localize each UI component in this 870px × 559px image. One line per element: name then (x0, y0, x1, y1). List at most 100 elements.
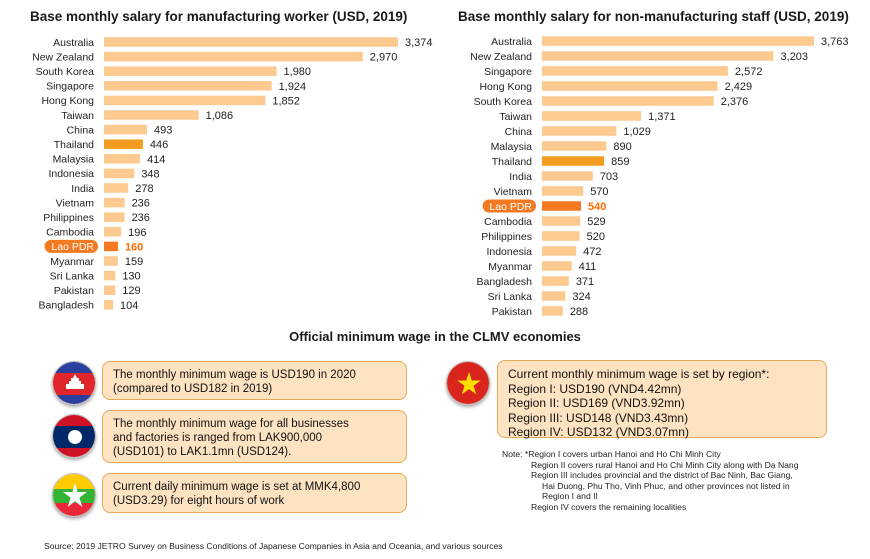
category-label: Myanmar (488, 261, 532, 273)
bar (104, 154, 141, 164)
category-label: Malaysia (491, 141, 533, 153)
cambodia-wage-box: The monthly minimum wage is USD190 in 20… (102, 361, 407, 400)
myanmar-wage-line: Current daily minimum wage is set at MMK… (113, 481, 361, 493)
vietnam-wage-line: Region III: USD148 (VND3.43mn) (508, 410, 689, 425)
value-label: 520 (587, 231, 605, 243)
bar (104, 66, 277, 76)
category-label: Pakistan (54, 285, 94, 297)
bar (542, 201, 582, 211)
category-label: Taiwan (499, 111, 532, 123)
note-line: Region II covers rural Hanoi and Ho Chi … (531, 459, 799, 470)
bar (104, 212, 125, 222)
category-label: Thailand (54, 139, 94, 151)
value-label: 196 (128, 227, 146, 239)
category-label: China (505, 126, 533, 138)
vietnam-flag-icon (446, 361, 490, 405)
vietnam-wage-line: Region I: USD190 (VND4.42mn) (508, 381, 682, 396)
category-label: Philippines (43, 212, 94, 224)
laos-wage-line: The monthly minimum wage for all busines… (113, 418, 349, 430)
bar (104, 51, 363, 62)
cambodia-flag-icon (52, 361, 96, 405)
value-label: 324 (572, 291, 590, 303)
value-label: 1,086 (206, 110, 234, 122)
value-label: 414 (147, 154, 165, 166)
value-label: 570 (590, 186, 608, 198)
note-line: Hai Duong, Phu Tho, Vinh Phuc, and other… (542, 480, 790, 491)
category-label: Hong Kong (479, 81, 532, 93)
value-label: 278 (135, 183, 153, 195)
category-label: Myanmar (50, 256, 94, 268)
lao-highlight-pill (44, 239, 98, 253)
bar (542, 141, 607, 151)
value-label: 130 (122, 271, 140, 283)
clmv-section-title: Official minimum wage in the CLMV econom… (289, 329, 581, 344)
value-label: 104 (120, 300, 138, 312)
value-label: 493 (154, 125, 172, 137)
bar (104, 168, 135, 179)
source-note: Source: 2019 JETRO Survey on Business Co… (44, 541, 503, 551)
category-label: Lao PDR (51, 241, 94, 253)
category-label: Philippines (481, 231, 532, 243)
category-label: Singapore (46, 81, 94, 93)
bar (104, 227, 122, 237)
category-label: Vietnam (494, 186, 533, 198)
bar (104, 139, 143, 149)
category-label: Indonesia (486, 246, 532, 258)
category-label: Cambodia (46, 227, 94, 239)
value-label: 890 (613, 141, 631, 153)
category-label: Vietnam (56, 197, 95, 209)
myanmar-wage-line: (USD3.29) for eight hours of work (113, 495, 285, 507)
category-label: India (71, 183, 94, 195)
bar (542, 66, 728, 76)
bar (542, 171, 593, 181)
vietnam-wage-box: Current monthly minimum wage is set by r… (497, 360, 827, 439)
bar (104, 197, 125, 208)
cambodia-wage-line: (compared to USD182 in 2019) (113, 383, 273, 395)
bar (104, 285, 116, 295)
value-label: 348 (141, 168, 159, 180)
vietnam-wage-line: Region II: USD169 (VND3.92mn) (508, 396, 685, 410)
note-line: Region I and II (542, 491, 598, 502)
category-label: Singapore (484, 66, 532, 78)
note-line: Region III includes provincial and the d… (531, 470, 793, 481)
bar (542, 186, 584, 196)
value-label: 2,970 (370, 52, 398, 64)
category-label: Sri Lanka (488, 291, 533, 303)
value-label: 2,429 (725, 81, 753, 93)
value-label: 1,852 (272, 95, 300, 107)
category-label: Thailand (492, 156, 532, 168)
note-line: Note: *Region I covers urban Hanoi and H… (502, 449, 721, 459)
value-label: 859 (611, 156, 629, 168)
category-label: Hong Kong (41, 95, 94, 107)
bar (542, 36, 814, 46)
category-label: South Korea (36, 66, 95, 78)
vietnam-wage-line: Current monthly minimum wage is set by r… (508, 367, 770, 381)
value-label: 3,763 (821, 36, 849, 48)
bar (104, 241, 118, 252)
category-label: Australia (491, 36, 532, 48)
value-label: 1,371 (648, 111, 676, 123)
category-label: Taiwan (61, 110, 94, 122)
value-label: 236 (132, 212, 150, 224)
bar (104, 37, 398, 47)
value-label: 540 (588, 201, 606, 213)
category-label: India (509, 171, 532, 183)
myanmar-wage-box: Current daily minimum wage is set at MMK… (102, 473, 407, 513)
category-label: Indonesia (48, 168, 94, 180)
bar (104, 256, 118, 266)
category-label: Lao PDR (489, 201, 532, 213)
bar (542, 306, 563, 316)
category-label: Pakistan (492, 306, 532, 318)
laos-wage-box: The monthly minimum wage for all busines… (102, 410, 407, 463)
value-label: 411 (579, 261, 597, 273)
bar (542, 81, 718, 91)
bar (542, 96, 714, 106)
bar (542, 291, 566, 301)
laos-flag-icon (52, 414, 96, 458)
value-label: 3,374 (405, 37, 433, 49)
bar (104, 81, 272, 91)
value-label: 1,029 (623, 126, 651, 138)
category-label: New Zealand (32, 51, 94, 63)
value-label: 2,376 (721, 96, 749, 108)
category-label: Sri Lanka (50, 270, 95, 282)
